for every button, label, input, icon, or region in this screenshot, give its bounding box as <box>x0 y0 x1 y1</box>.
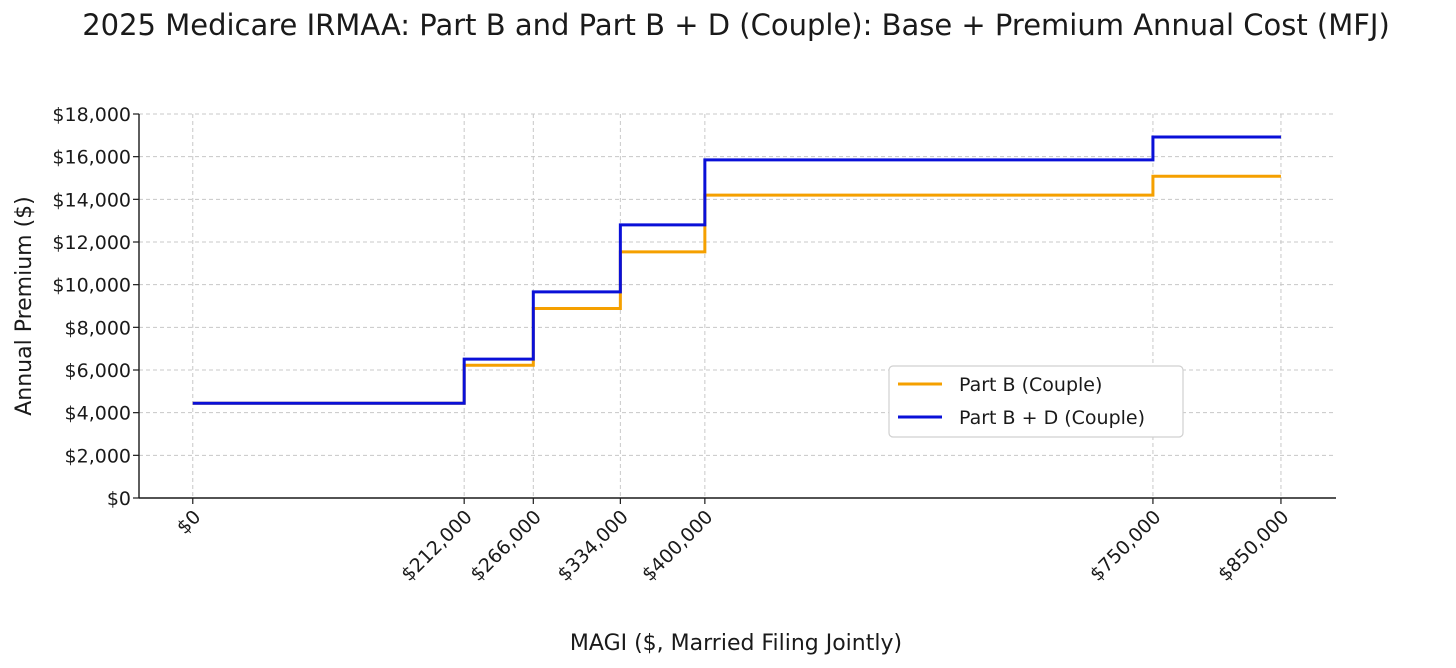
x-axis-label: MAGI ($, Married Filing Jointly) <box>570 631 902 656</box>
y-tick-label: $0 <box>107 488 131 510</box>
y-tick-label: $16,000 <box>52 147 131 169</box>
series-lines <box>192 135 1281 405</box>
x-tick-label: $400,000 <box>638 506 718 586</box>
x-tick-label: $266,000 <box>466 506 546 586</box>
x-tick-label: $334,000 <box>553 506 633 586</box>
legend-box <box>888 365 1184 438</box>
y-tick-label: $12,000 <box>52 232 131 254</box>
legend: Part B (Couple) Part B + D (Couple) <box>888 365 1184 438</box>
x-tick-label: $0 <box>173 506 206 539</box>
axes <box>133 113 1336 504</box>
y-tick-label: $2,000 <box>65 445 131 467</box>
grid <box>139 113 1336 498</box>
y-tick-label: $6,000 <box>65 360 131 382</box>
tick-labels: $0 $2,000 $4,000 $6,000 $8,000 $10,000 $12,000… <box>52 104 1293 586</box>
y-tick-label: $4,000 <box>65 403 131 425</box>
legend-label-part-b-d: Part B + D (Couple) <box>959 407 1145 429</box>
x-tick-label: $750,000 <box>1086 506 1166 586</box>
y-tick-label: $14,000 <box>52 189 131 211</box>
series-line-part-b-d <box>192 135 1281 405</box>
y-tick-label: $8,000 <box>65 317 131 339</box>
y-tick-label: $10,000 <box>52 275 131 297</box>
y-tick-label: $18,000 <box>52 104 131 126</box>
x-tick-label: $850,000 <box>1214 506 1294 586</box>
y-axis-label: Annual Premium ($) <box>12 196 37 416</box>
legend-label-part-b: Part B (Couple) <box>959 374 1102 396</box>
chart-title: 2025 Medicare IRMAA: Part B and Part B +… <box>82 8 1390 42</box>
x-tick-label: $212,000 <box>397 506 477 586</box>
